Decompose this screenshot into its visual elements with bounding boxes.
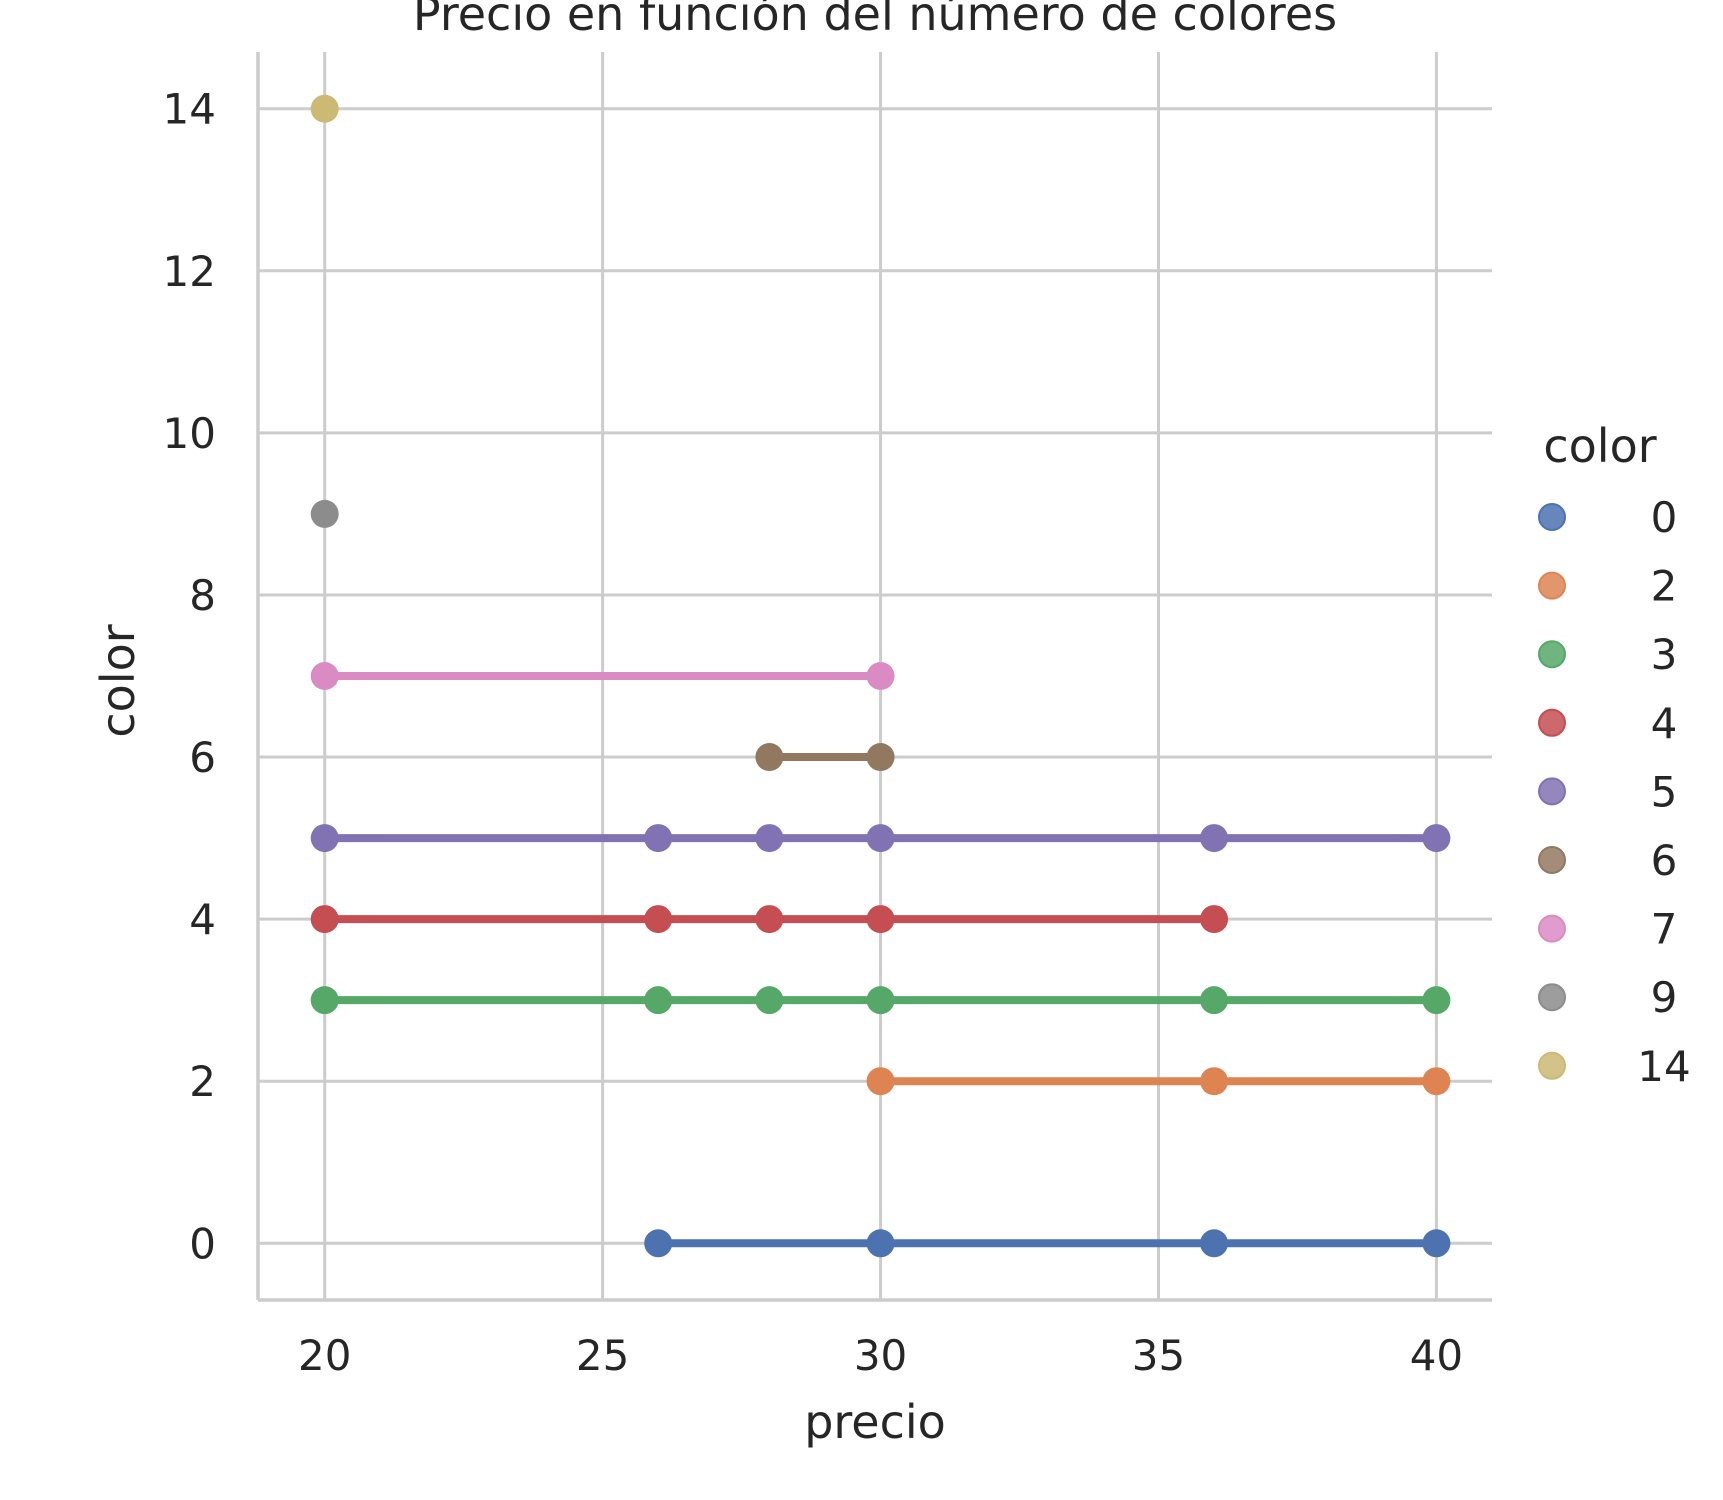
- legend-marker: [1538, 914, 1566, 943]
- legend-label: 2: [1651, 562, 1678, 611]
- data-point: [310, 905, 339, 934]
- legend-marker: [1538, 640, 1566, 669]
- series-3: [310, 986, 1451, 1015]
- data-point: [866, 743, 895, 772]
- legend-title: color: [1543, 419, 1656, 473]
- data-point: [310, 94, 339, 123]
- y-tick-label: 14: [163, 85, 216, 134]
- y-axis-ticks: 0 2 4 6 8 10 12 14: [163, 85, 216, 1269]
- y-tick-label: 12: [163, 247, 216, 296]
- x-tick-label: 35: [1132, 1331, 1185, 1380]
- data-point: [755, 824, 784, 853]
- data-point: [866, 824, 895, 853]
- data-point: [1422, 1229, 1451, 1258]
- legend-marker: [1538, 503, 1566, 531]
- series-14: [310, 94, 339, 123]
- series-0: [644, 1229, 1451, 1258]
- x-axis-ticks: 20 25 30 35 40: [298, 1331, 1463, 1380]
- legend-marker: [1538, 1051, 1566, 1080]
- x-tick-label: 25: [576, 1331, 629, 1380]
- data-point: [1200, 1229, 1229, 1258]
- data-point: [1200, 986, 1229, 1015]
- data-point: [310, 662, 339, 690]
- series-7: [310, 662, 895, 690]
- x-axis-label: precio: [804, 1395, 946, 1449]
- data-point: [1422, 824, 1451, 853]
- legend: color 0 2 3 4 5 6 7 9 14: [1538, 419, 1691, 1091]
- y-tick-label: 0: [189, 1219, 216, 1268]
- legend-label: 3: [1651, 630, 1678, 679]
- legend-label: 9: [1651, 973, 1678, 1022]
- y-axis-label: color: [91, 624, 145, 737]
- legend-label: 0: [1651, 493, 1678, 542]
- legend-items: 0 2 3 4 5 6 7 9 14: [1538, 493, 1691, 1091]
- data-point: [644, 905, 673, 934]
- y-tick-label: 6: [189, 733, 216, 782]
- data-point: [644, 824, 673, 853]
- x-tick-label: 30: [854, 1331, 907, 1380]
- data-point: [1422, 1067, 1451, 1096]
- series-4: [310, 905, 1229, 934]
- data-point: [755, 986, 784, 1015]
- data-point: [866, 1067, 895, 1096]
- data-point: [644, 986, 673, 1015]
- data-point: [644, 1229, 673, 1258]
- legend-label: 4: [1651, 699, 1678, 748]
- legend-label: 6: [1651, 836, 1678, 885]
- data-point: [310, 986, 339, 1015]
- data-point: [1200, 1067, 1229, 1096]
- legend-label: 7: [1651, 905, 1678, 954]
- data-point: [866, 905, 895, 934]
- legend-marker: [1538, 708, 1566, 737]
- data-point: [1200, 824, 1229, 853]
- data-point: [310, 499, 339, 528]
- series-5: [310, 824, 1451, 853]
- data-point: [1422, 986, 1451, 1015]
- legend-label: 14: [1637, 1042, 1690, 1091]
- plot-series: [310, 94, 1451, 1258]
- series-9: [310, 499, 339, 528]
- series-6: [755, 743, 895, 772]
- y-tick-label: 2: [189, 1057, 216, 1106]
- chart-title: Precio en función del número de colores: [413, 0, 1337, 41]
- data-point: [755, 905, 784, 934]
- data-point: [866, 662, 895, 690]
- series-2: [866, 1067, 1451, 1096]
- legend-marker: [1538, 571, 1566, 600]
- y-tick-label: 4: [189, 895, 216, 944]
- y-tick-label: 10: [163, 409, 216, 458]
- legend-marker: [1538, 983, 1566, 1012]
- x-tick-label: 40: [1410, 1331, 1463, 1380]
- data-point: [866, 1229, 895, 1258]
- legend-marker: [1538, 777, 1566, 806]
- x-tick-label: 20: [298, 1331, 351, 1380]
- data-point: [866, 986, 895, 1015]
- data-point: [310, 824, 339, 853]
- axes-spines: [256, 52, 1492, 1302]
- legend-marker: [1538, 846, 1566, 874]
- data-point: [1200, 905, 1229, 934]
- y-tick-label: 8: [189, 571, 216, 620]
- data-point: [755, 743, 784, 772]
- legend-label: 5: [1651, 767, 1678, 816]
